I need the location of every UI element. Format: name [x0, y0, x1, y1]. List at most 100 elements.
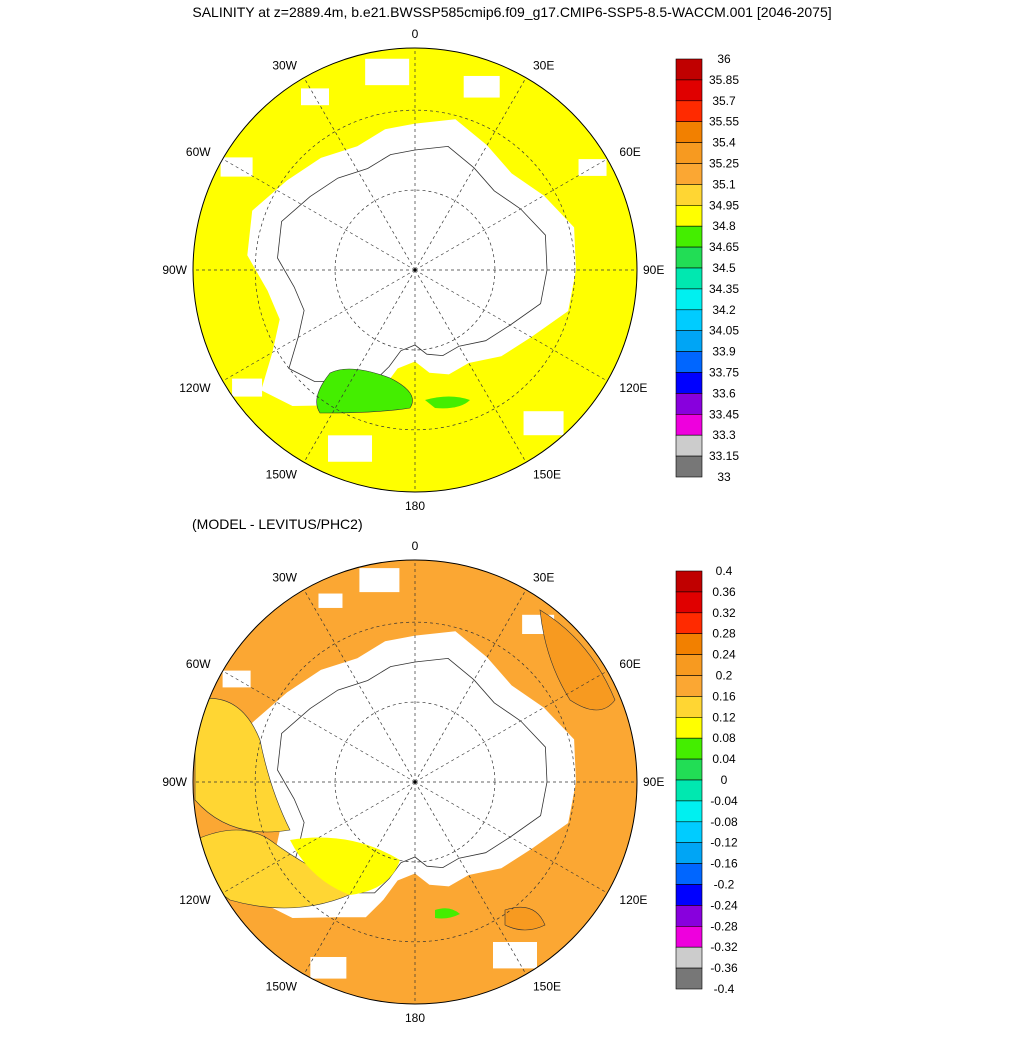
colorbar-tick-label: 33.45 — [709, 407, 739, 421]
colorbar-tick-label: 36 — [717, 52, 731, 66]
colorbar-swatch — [675, 654, 703, 676]
green-anomaly-patch — [435, 908, 460, 919]
colorbar-tick-label: 33.6 — [712, 386, 736, 400]
meridian-line — [303, 781, 416, 975]
colorbar-swatch — [675, 413, 703, 436]
difference-colorbar: 0.4 0.36 0.32 0.28 0.24 0.2 0.16 0.12 0.08 0.04 0 -… — [675, 564, 738, 996]
colorbar-swatch — [675, 591, 703, 614]
longitude-label: 150E — [533, 467, 561, 481]
longitude-label: 60E — [619, 145, 640, 159]
colorbar-swatch — [675, 570, 703, 593]
meridian-line — [222, 781, 416, 894]
colorbar-tick-label: 34.2 — [712, 303, 736, 317]
longitude-label: 180 — [405, 499, 425, 513]
colorbar-swatch — [675, 121, 703, 143]
colorbar-swatch — [675, 842, 703, 864]
missing-data-patch — [318, 593, 343, 608]
colorbar-swatch — [675, 58, 703, 81]
salinity-colorbar: 36 35.85 35.7 35.55 35.4 35.25 35.1 34.95 34.8 34… — [675, 52, 739, 484]
colorbar-swatch — [675, 434, 703, 457]
colorbar-tick-label: 0.2 — [716, 669, 733, 683]
map-boundary — [192, 47, 638, 493]
salinity-polar-map: 0 30E 60E 90E 120E 150E 180 150W 120W 90W 60W 30W — [162, 27, 664, 513]
colorbar-swatch — [675, 351, 703, 373]
colorbar-swatch — [675, 612, 703, 634]
colorbar-swatch — [675, 267, 703, 290]
colorbar-swatch — [675, 779, 703, 802]
green-salinity-patch — [316, 368, 413, 414]
colorbar-swatch — [675, 330, 703, 352]
longitude-label: 150E — [533, 979, 561, 993]
colorbar-tick-label: -0.28 — [710, 919, 738, 933]
colorbar-tick-label: -0.4 — [714, 982, 735, 996]
missing-data-patch — [365, 58, 410, 86]
difference-polar-map: 0 30E 60E 90E 120E 150E 180 150W 120W 90W 60W 30W — [162, 539, 664, 1025]
colorbar-tick-label: 35.55 — [709, 115, 739, 129]
missing-data-patch — [232, 378, 263, 397]
longitude-label: 150W — [266, 467, 298, 481]
colorbar-swatch — [675, 821, 703, 844]
green-salinity-patch — [425, 396, 470, 409]
colorbar-tick-label: -0.36 — [710, 961, 738, 975]
colorbar-swatch — [675, 79, 703, 102]
salinity-map-panel: 0 30E 60E 90E 120E 150E 180 150W 120W 90W 60W 30W — [150, 27, 710, 528]
difference-subtitle: (MODEL - LEVITUS/PHC2) — [192, 516, 363, 532]
colorbar-tick-label: 33.3 — [712, 428, 736, 442]
colorbar-swatch — [675, 675, 703, 697]
meridian-line — [303, 269, 416, 463]
colorbar-swatch — [675, 696, 703, 718]
missing-data-patch — [463, 75, 500, 98]
colorbar-tick-label: 35.7 — [712, 94, 736, 108]
latitude-circle — [254, 109, 576, 431]
colorbar-tick-label: 34.8 — [712, 219, 736, 233]
meridian-line — [222, 269, 416, 382]
colorbar-swatch — [675, 758, 703, 781]
colorbar-swatch — [675, 737, 703, 760]
longitude-label: 120E — [619, 381, 647, 395]
colorbar-tick-label: 35.85 — [709, 73, 739, 87]
meridian-line — [222, 670, 416, 783]
meridian-line — [303, 77, 416, 271]
latitude-circle — [254, 621, 576, 943]
longitude-label: 60E — [619, 657, 640, 671]
colorbar-tick-label: -0.24 — [710, 898, 738, 912]
colorbar-tick-label: 0.4 — [716, 564, 733, 578]
colorbar-tick-label: 34.05 — [709, 324, 739, 338]
colorbar-tick-label: 33.15 — [709, 449, 739, 463]
colorbar-swatch — [675, 246, 703, 269]
colorbar-swatch — [675, 717, 703, 739]
colorbar-swatch — [675, 905, 703, 927]
missing-data-patch — [523, 411, 564, 436]
meridian-line — [414, 670, 608, 783]
colorbar-tick-label: 34.95 — [709, 198, 739, 212]
longitude-label: 30E — [533, 571, 554, 585]
colorbar-swatch — [675, 863, 703, 885]
south-pole-dot — [413, 780, 417, 784]
colorbar-tick-label: 0.28 — [712, 627, 736, 641]
colorbar-tick-label: 0.08 — [712, 731, 736, 745]
colorbar-tick-label: 34.65 — [709, 240, 739, 254]
colorbar-tick-label: 0.24 — [712, 648, 736, 662]
colorbar-tick-label: 0.36 — [712, 585, 736, 599]
meridian-line — [414, 781, 527, 975]
colorbar-tick-label: 0.12 — [712, 710, 736, 724]
meridian-line — [414, 781, 608, 894]
longitude-label: 90E — [643, 263, 664, 277]
longitude-label: 120W — [179, 381, 211, 395]
colorbar-swatch — [675, 967, 703, 990]
south-pole-dot — [413, 268, 417, 272]
colorbar-swatch — [675, 393, 703, 415]
longitude-label: 90E — [643, 775, 664, 789]
colorbar-tick-label: 0.16 — [712, 689, 736, 703]
colorbar-swatch — [675, 925, 703, 948]
meridian-line — [414, 269, 527, 463]
colorbar-swatch — [675, 205, 703, 227]
yellow-anomaly-region — [290, 837, 400, 895]
colorbar-tick-label: -0.32 — [710, 940, 738, 954]
map-boundary — [192, 559, 638, 1005]
colorbar-swatch — [675, 633, 703, 655]
colorbar-tick-label: 35.1 — [712, 177, 736, 191]
colorbar-tick-label: -0.2 — [714, 878, 735, 892]
longitude-label: 120E — [619, 893, 647, 907]
meridian-line — [222, 158, 416, 271]
